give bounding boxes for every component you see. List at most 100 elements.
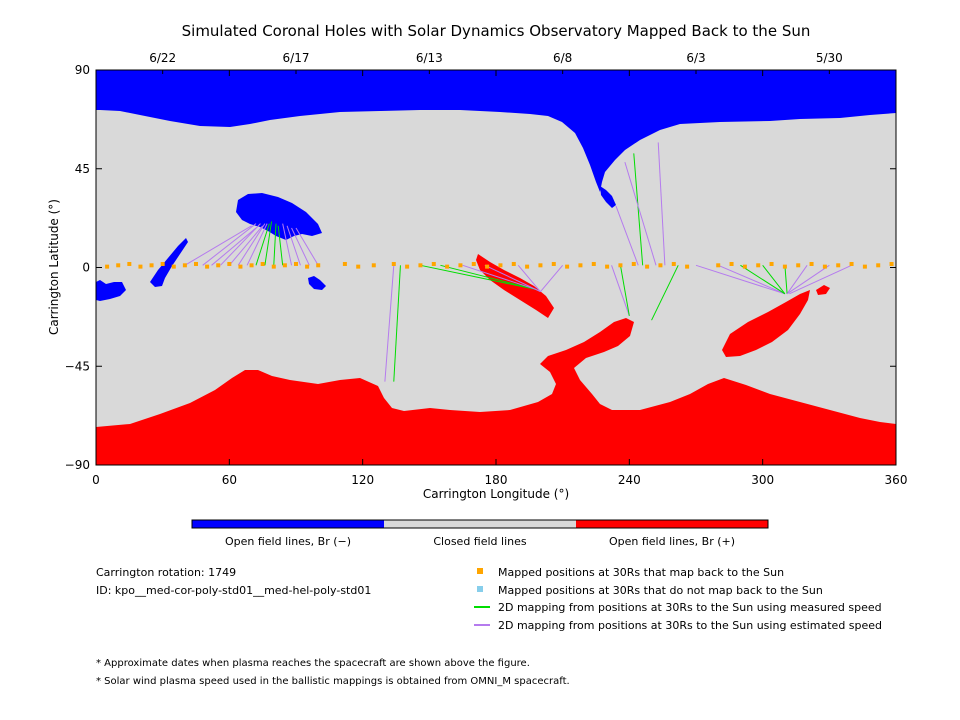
mapped-point: [605, 264, 610, 269]
mapping-line-estimated: [789, 264, 852, 295]
mapped-point: [618, 263, 623, 268]
mapped-point: [658, 263, 663, 268]
mapped-point: [591, 261, 596, 266]
mapped-point: [822, 264, 827, 269]
y-tick-label: 0: [82, 261, 90, 275]
mapping-line-estimated: [228, 225, 264, 266]
blue-hole-98: [308, 276, 326, 290]
x-axis-label: Carrington Longitude (°): [423, 487, 569, 501]
mapping-line-estimated: [202, 223, 257, 266]
colorbar-label-closed: Closed field lines: [433, 535, 527, 548]
date-label: 5/30: [816, 51, 843, 65]
mapped-point: [565, 264, 570, 269]
blue-hole-5: [96, 280, 126, 301]
mapped-point: [182, 263, 187, 268]
mapped-point: [294, 261, 298, 266]
blue-hole-70: [236, 193, 322, 240]
y-tick-label: −90: [65, 458, 90, 472]
mapping-line-measured: [440, 264, 537, 290]
legend-marker-blue: [477, 586, 483, 592]
legend-text-estimated: 2D mapping from positions at 30Rs to the…: [498, 619, 882, 632]
y-axis-ticks: 90 45 0 −45 −90: [65, 63, 896, 472]
mapping-line-estimated: [295, 227, 319, 266]
mapping-line-estimated: [237, 223, 266, 266]
mapping-line-measured: [277, 225, 284, 266]
y-tick-label: 90: [75, 63, 90, 77]
mapped-point: [105, 264, 110, 269]
mapped-point: [418, 263, 423, 268]
legend-text-measured: 2D mapping from positions at 30Rs to the…: [498, 601, 882, 614]
mapped-point: [511, 261, 516, 266]
red-hole-300: [722, 290, 810, 357]
mapping-line-estimated: [786, 265, 808, 295]
mapped-point: [431, 261, 436, 266]
legend-text-unmapped: Mapped positions at 30Rs that do not map…: [498, 584, 823, 597]
mapping-line-estimated: [484, 264, 541, 293]
mapped-point: [836, 263, 841, 268]
mapping-line-estimated: [611, 265, 630, 316]
date-label: 6/17: [283, 51, 310, 65]
y-axis-label: Carrington Latitude (°): [47, 199, 61, 335]
mapping-line-estimated: [517, 264, 541, 292]
mapped-point: [485, 264, 490, 269]
mapping-line-estimated: [540, 264, 564, 292]
mapped-point: [160, 261, 165, 266]
mapped-point: [205, 264, 210, 269]
mapping-line-estimated: [291, 227, 310, 266]
mapped-point: [782, 264, 787, 269]
mapped-point: [216, 263, 221, 268]
mapping-line-estimated: [624, 162, 657, 266]
mapping-line-measured: [255, 223, 270, 266]
legend-text-mapped: Mapped positions at 30Rs that map back t…: [498, 566, 784, 579]
note-speed: * Solar wind plasma speed used in the ba…: [96, 676, 570, 687]
colorbar-positive: [576, 520, 768, 528]
model-id: ID: kpo__med-cor-poly-std01__med-hel-pol…: [96, 584, 371, 597]
colorbar-negative: [192, 520, 384, 528]
y-tick-label: 45: [75, 162, 90, 176]
mapping-line-measured: [633, 153, 644, 266]
date-label: 6/3: [686, 51, 705, 65]
mapping-line-estimated: [695, 264, 786, 295]
note-dates: * Approximate dates when plasma reaches …: [96, 658, 530, 669]
colorbar-closed: [384, 520, 576, 528]
mapping-line-estimated: [657, 142, 666, 266]
north-polar-coronal-hole: [96, 70, 896, 192]
mapped-point: [809, 261, 814, 266]
closed-island: [460, 364, 546, 388]
mapped-point: [631, 261, 636, 266]
x-tick-label: 360: [885, 473, 908, 487]
colorbar: Open field lines, Br (−) Closed field li…: [191, 519, 769, 548]
mapped-point: [578, 263, 583, 268]
mapped-point: [538, 263, 543, 268]
mapped-point: [227, 261, 232, 266]
mapped-point: [194, 261, 198, 266]
mapped-point: [671, 261, 676, 266]
mapping-line-estimated: [286, 225, 301, 266]
mapped-point: [849, 261, 854, 266]
mapped-point: [171, 264, 176, 269]
mapping-line-estimated: [246, 223, 268, 266]
mapping-line-measured: [619, 265, 630, 316]
legend-marker-orange: [477, 568, 483, 574]
mapped-point: [356, 264, 361, 269]
plot-area: [95, 69, 897, 466]
chart-title: Simulated Coronal Holes with Solar Dynam…: [182, 22, 811, 40]
mapped-point: [645, 264, 650, 269]
mapping-line-estimated: [615, 205, 639, 266]
mapped-point: [149, 263, 154, 268]
blue-patch-240: [600, 186, 616, 208]
mapped-point: [138, 264, 143, 269]
mapping-line-measured: [651, 265, 679, 321]
mapped-point: [391, 261, 396, 266]
mapped-point: [116, 263, 121, 268]
mapped-point: [756, 263, 761, 268]
mapping-line-estimated: [184, 225, 252, 266]
mapped-point: [498, 263, 503, 268]
y-tick-label: −45: [65, 359, 90, 373]
colorbar-frame: [191, 519, 769, 529]
mapping-line-estimated: [282, 223, 293, 266]
south-polar-coronal-hole: [96, 318, 896, 465]
top-date-labels: 6/22 6/17 6/13 6/8 6/3 5/30: [149, 51, 843, 74]
red-hole-325: [816, 285, 830, 295]
